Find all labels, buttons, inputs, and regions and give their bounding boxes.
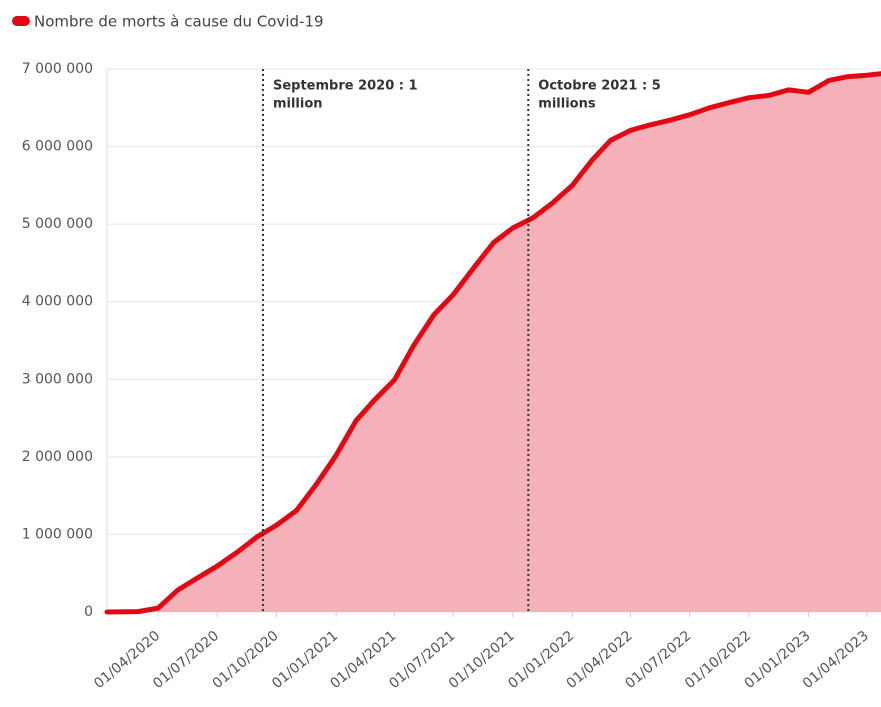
- line: [104, 71, 881, 615]
- y-tick-label: 0: [84, 604, 93, 620]
- y-tick-label: 7 000 000: [22, 61, 93, 77]
- y-tick-label: 3 000 000: [22, 371, 93, 387]
- annotation-text: Octobre 2021 : 5: [538, 79, 660, 94]
- annotation-text: millions: [538, 97, 596, 112]
- annotation-text: Septembre 2020 : 1: [273, 79, 418, 94]
- legend-label: Nombre de morts à cause du Covid-19: [34, 13, 324, 31]
- y-tick-label: 1 000 000: [22, 526, 93, 542]
- y-tick-label: 2 000 000: [22, 449, 93, 465]
- y-tick-label: 4 000 000: [22, 294, 93, 310]
- legend-swatch: [12, 16, 30, 26]
- annotation-text: million: [273, 97, 323, 112]
- y-tick-label: 6 000 000: [22, 139, 93, 155]
- area: [107, 73, 881, 612]
- y-tick-label: 5 000 000: [22, 216, 93, 232]
